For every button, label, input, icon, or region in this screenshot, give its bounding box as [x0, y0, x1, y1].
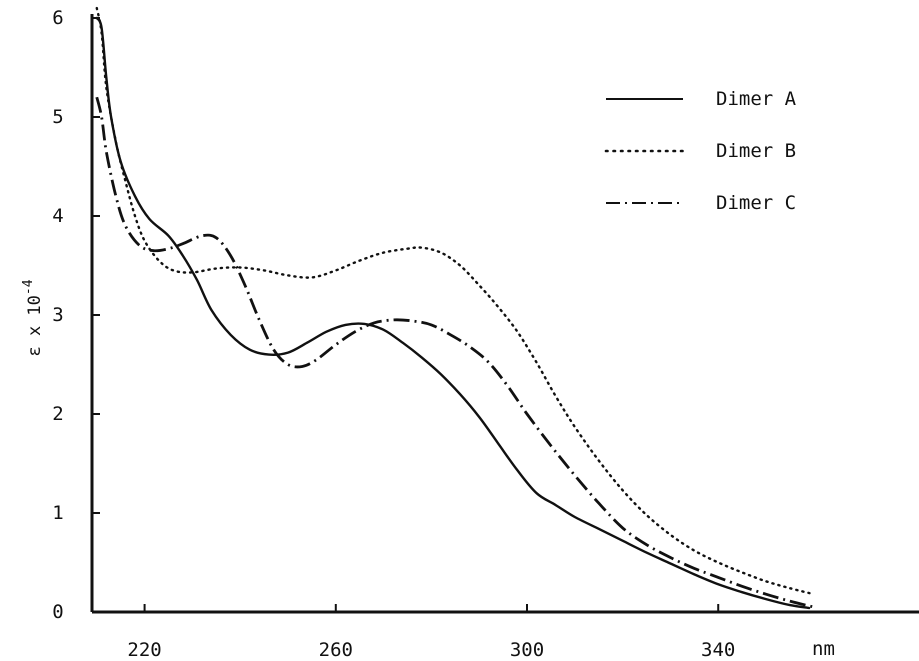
y-tick-label: 6 — [52, 7, 63, 29]
x-tick-label: 220 — [127, 639, 161, 661]
series-line-dimer-b — [95, 6, 815, 596]
legend-label-dimer-c: Dimer C — [716, 192, 796, 214]
y-tick-label: 2 — [52, 403, 63, 425]
legend-item-dimer-b: Dimer B — [604, 140, 796, 162]
y-tick-label: 5 — [52, 106, 63, 128]
y-axis-label-exponent: -4 — [21, 279, 36, 295]
series-layer — [95, 6, 815, 610]
legend-item-dimer-c: Dimer C — [606, 192, 796, 214]
series-line-dimer-c — [95, 96, 815, 609]
legend: Dimer A Dimer B Dimer C — [604, 88, 797, 214]
y-tick-label: 4 — [52, 205, 63, 227]
y-tick-label: 0 — [52, 601, 63, 623]
x-axis-unit-label: nm — [812, 638, 835, 660]
y-tick-label: 3 — [52, 304, 63, 326]
y-tick-label: 1 — [52, 502, 63, 524]
legend-label-dimer-a: Dimer A — [716, 88, 797, 110]
x-tick-label: 260 — [319, 639, 353, 661]
x-tick-label: 340 — [701, 639, 735, 661]
legend-item-dimer-a: Dimer A — [606, 88, 797, 110]
legend-label-dimer-b: Dimer B — [716, 140, 796, 162]
ticks-layer: 220 260 300 340 0 1 2 3 4 5 6 — [52, 7, 735, 661]
x-tick-label: 300 — [510, 639, 544, 661]
y-axis-label: ε x 10-4 — [21, 279, 45, 356]
series-line-dimer-a — [95, 16, 811, 610]
y-axis-label-base: ε x 10 — [25, 295, 45, 356]
